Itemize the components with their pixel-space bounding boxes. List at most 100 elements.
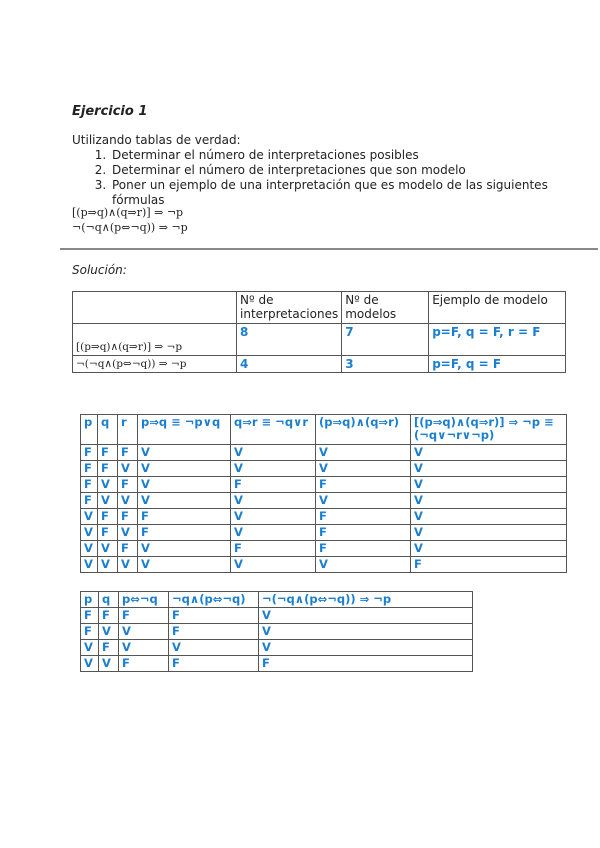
cell: F xyxy=(117,540,138,557)
cell: F xyxy=(137,524,231,541)
header-cell: q xyxy=(97,414,118,445)
intro-text: Utilizando tablas de verdad: xyxy=(72,133,241,147)
cell: V xyxy=(137,460,231,477)
cell: V xyxy=(230,556,316,573)
cell: F xyxy=(410,556,567,573)
solution-label: Solución: xyxy=(72,263,127,277)
cell: V xyxy=(137,492,231,509)
cell: V xyxy=(230,524,316,541)
cell: V xyxy=(410,540,567,557)
cell: V xyxy=(258,639,473,656)
step: Determinar el número de interpretaciones… xyxy=(110,148,600,163)
cell: V xyxy=(137,556,231,573)
cell: V xyxy=(315,492,411,509)
truth-table-1: p q r p⇒q ≡ ¬p∨q q⇒r ≡ ¬q∨r (p⇒q)∧(q⇒r) [(p⇒q)… xyxy=(80,414,567,573)
header-cell xyxy=(72,291,237,324)
cell: F xyxy=(97,524,118,541)
cell: F xyxy=(137,508,231,525)
header-cell: q⇒r ≡ ¬q∨r xyxy=(230,414,316,445)
cell: F xyxy=(258,655,473,672)
cell: V xyxy=(80,655,99,672)
cell: V xyxy=(97,540,118,557)
header-cell: r xyxy=(117,414,138,445)
table-row: ¬(¬q∧(p⇔¬q)) ⇒ ¬p 4 3 p=F, q = F xyxy=(72,355,566,373)
cell: V xyxy=(230,444,316,461)
cell: 8 xyxy=(235,323,343,356)
cell: V xyxy=(97,492,118,509)
cell: F xyxy=(80,444,98,461)
cell: 7 xyxy=(341,323,430,356)
instructions: Utilizando tablas de verdad: Determinar … xyxy=(72,133,600,208)
table-row: [(p⇒q)∧(q⇒r)] ⇒ ¬p 8 7 p=F, q = F, r = F xyxy=(72,323,566,356)
header-cell: Ejemplo de modelo xyxy=(428,291,566,324)
header-cell: (p⇒q)∧(q⇒r) xyxy=(315,414,411,445)
cell: V xyxy=(137,444,231,461)
cell: F xyxy=(168,623,259,640)
cell: V xyxy=(80,524,98,541)
cell: V xyxy=(117,492,138,509)
header-cell: q xyxy=(98,591,119,608)
cell: p=F, q = F, r = F xyxy=(428,323,566,356)
formula-2: ¬(¬q∧(p⇔¬q)) ⇒ ¬p xyxy=(72,221,188,234)
cell: V xyxy=(410,460,567,477)
cell: F xyxy=(168,607,259,624)
cell: 4 xyxy=(235,355,343,373)
cell: V xyxy=(258,607,473,624)
cell: F xyxy=(315,540,411,557)
cell: F xyxy=(98,639,119,656)
exercise-title: Ejercicio 1 xyxy=(72,104,148,119)
header-cell: ¬(¬q∧(p⇔¬q)) ⇒ ¬p xyxy=(258,591,473,608)
cell: V xyxy=(117,524,138,541)
cell: V xyxy=(80,556,98,573)
cell: p=F, q = F xyxy=(428,355,566,373)
header-cell: p xyxy=(80,414,98,445)
header-cell: p⇔¬q xyxy=(118,591,169,608)
table-header-row: p q p⇔¬q ¬q∧(p⇔¬q) ¬(¬q∧(p⇔¬q)) ⇒ ¬p xyxy=(80,591,473,608)
cell: F xyxy=(315,524,411,541)
cell: V xyxy=(410,444,567,461)
cell: F xyxy=(118,655,169,672)
cell: V xyxy=(137,540,231,557)
divider xyxy=(60,248,598,250)
cell: F xyxy=(80,607,99,624)
header-cell: [(p⇒q)∧(q⇒r)] ⇒ ¬p ≡ (¬q∨¬r∨¬p) xyxy=(410,414,567,445)
cell: V xyxy=(410,476,567,493)
cell: V xyxy=(315,556,411,573)
cell: V xyxy=(410,492,567,509)
cell: V xyxy=(137,476,231,493)
step: Determinar el número de interpretaciones… xyxy=(110,163,600,178)
formula-1: [(p⇒q)∧(q⇒r)] ⇒ ¬p xyxy=(72,206,184,219)
cell: F xyxy=(97,508,118,525)
cell: F xyxy=(168,655,259,672)
header-cell: Nº de interpretaciones xyxy=(235,291,343,324)
header-cell: p⇒q ≡ ¬p∨q xyxy=(137,414,231,445)
cell: V xyxy=(315,444,411,461)
summary-table: Nº de interpretaciones Nº de modelos Eje… xyxy=(72,291,566,373)
cell: F xyxy=(80,460,98,477)
cell: V xyxy=(168,639,259,656)
cell: V xyxy=(80,540,98,557)
header-cell: Nº de modelos xyxy=(341,291,430,324)
cell: V xyxy=(117,556,138,573)
cell: V xyxy=(97,476,118,493)
header-cell: p xyxy=(80,591,99,608)
cell: V xyxy=(230,492,316,509)
cell: F xyxy=(117,476,138,493)
cell: V xyxy=(118,623,169,640)
cell: F xyxy=(117,444,138,461)
table-header-row: Nº de interpretaciones Nº de modelos Eje… xyxy=(72,291,566,324)
cell: V xyxy=(410,508,567,525)
cell: F xyxy=(97,444,118,461)
cell: F xyxy=(80,492,98,509)
